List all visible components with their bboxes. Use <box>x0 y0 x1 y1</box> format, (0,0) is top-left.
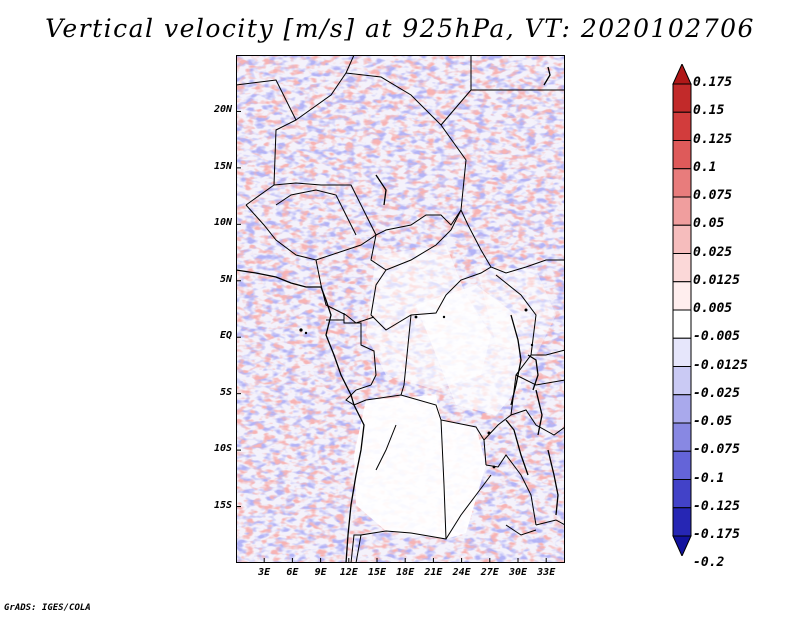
colorbar-label: 0.15 <box>693 103 725 119</box>
lakes-islands <box>299 308 534 469</box>
lon-label: 27E <box>480 567 499 578</box>
colorbar-segment <box>672 366 692 396</box>
colorbar-label: 0.075 <box>693 188 733 203</box>
lon-label: 21E <box>424 567 443 578</box>
map-frame <box>236 55 565 563</box>
lat-label: 5S <box>219 386 232 398</box>
coastline <box>236 66 559 563</box>
colorbar-segment <box>672 479 692 509</box>
colorbar-label: 0.125 <box>693 131 733 147</box>
colorbar-label: 0.1 <box>693 159 717 175</box>
colorbar-label: -0.05 <box>693 414 733 429</box>
colorbar-segment <box>672 309 692 339</box>
colorbar-segment <box>672 337 692 367</box>
colorbar-segment <box>672 394 692 424</box>
colorbar-segment <box>672 450 692 480</box>
lon-label: 12E <box>339 567 358 578</box>
country-borders <box>236 55 565 563</box>
colorbar-segment <box>672 111 692 141</box>
axis-ticks <box>236 110 547 563</box>
lon-label: 30E <box>508 567 528 578</box>
colorbar-segment <box>672 281 692 311</box>
lat-label: 15S <box>213 499 232 511</box>
colorbar-top-arrow <box>672 64 692 85</box>
colorbar-label: 0.025 <box>693 244 733 260</box>
lat-label: 20N <box>213 104 232 116</box>
lon-label: 6E <box>286 567 299 578</box>
colorbar-segment <box>672 507 692 537</box>
colorbar-label: -0.1 <box>693 470 725 486</box>
lat-label: 15N <box>213 160 232 172</box>
colorbar-label: 0.0125 <box>693 272 740 288</box>
colorbar-label: 0.05 <box>693 216 725 232</box>
colorbar-label: 0.005 <box>693 301 733 316</box>
map-title: Vertical velocity [m/s] at 925hPa, VT: 2… <box>45 14 755 43</box>
colorbar-label: -0.0125 <box>693 357 748 373</box>
lon-label: 18E <box>396 567 415 578</box>
lon-label: 33E <box>537 567 556 578</box>
colorbar <box>672 64 692 556</box>
lon-label: 15E <box>367 567 387 578</box>
grads-credit: GrADS: IGES/COLA <box>4 603 91 613</box>
map-panel <box>236 55 565 563</box>
lat-label: 5N <box>219 273 232 285</box>
colorbar-segment <box>672 224 692 254</box>
colorbar-segment <box>672 422 692 452</box>
lon-label: 24E <box>452 567 471 578</box>
lat-label: EQ <box>219 330 232 342</box>
velocity-field <box>236 55 565 563</box>
colorbar-label: -0.125 <box>693 498 740 514</box>
colorbar-label: 0.175 <box>693 75 733 90</box>
lat-label: 10S <box>213 443 232 455</box>
map-canvas <box>236 55 565 563</box>
colorbar-label: -0.075 <box>693 442 740 458</box>
colorbar-label: -0.025 <box>693 385 740 401</box>
colorbar-bottom-arrow <box>672 535 692 556</box>
colorbar-segment <box>672 253 692 283</box>
colorbar-segment <box>672 196 692 226</box>
colorbar-segment <box>672 168 692 198</box>
lon-label: 3E <box>258 567 271 578</box>
lon-label: 9E <box>314 567 327 578</box>
colorbar-segment <box>672 140 692 170</box>
colorbar-label: -0.175 <box>693 527 740 542</box>
lat-label: 10N <box>213 217 232 229</box>
colorbar-label: -0.2 <box>693 555 725 571</box>
colorbar-label: -0.005 <box>693 329 740 345</box>
colorbar-segment <box>672 83 692 113</box>
